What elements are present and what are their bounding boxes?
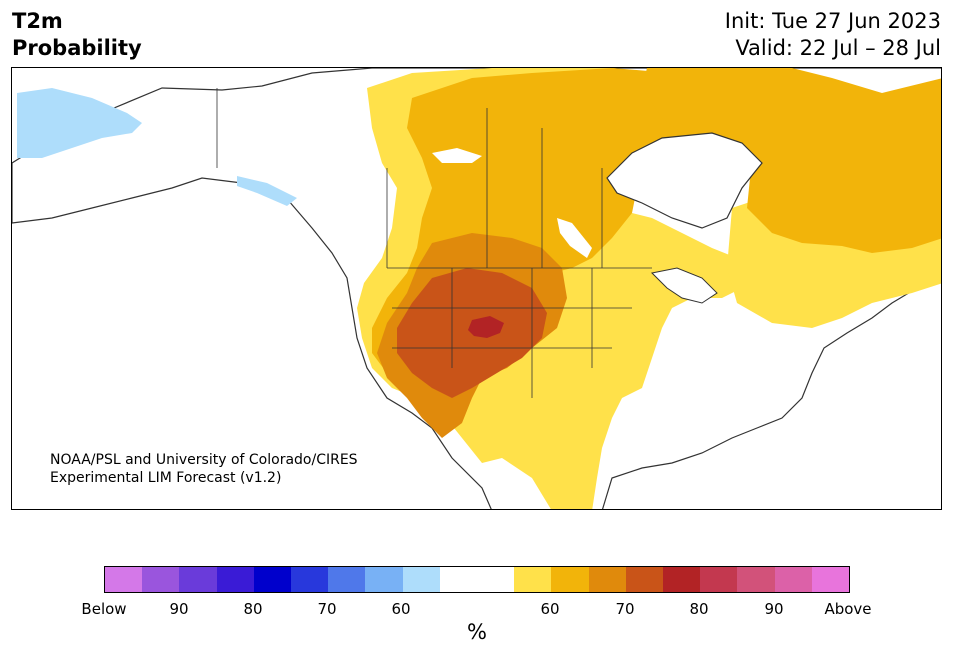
colorbar-cell (588, 567, 626, 592)
probability-map: NOAA/PSL and University of Colorado/CIRE… (11, 67, 942, 510)
near-normal-patch-2 (432, 148, 482, 163)
colorbar-cell (514, 567, 552, 592)
colorbar-cell (439, 567, 478, 592)
colorbar-cell (328, 567, 366, 592)
init-date: Init: Tue 27 Jun 2023 (724, 9, 941, 33)
colorbar-tick-label: 70 (615, 600, 635, 618)
colorbar-cell (216, 567, 254, 592)
colorbar-tick-label: 90 (764, 600, 784, 618)
hudson-bay (606, 132, 763, 229)
colorbar-tick-label: 90 (169, 600, 189, 618)
chart-title: T2m Probability (12, 8, 142, 62)
great-lakes (650, 267, 718, 304)
above-80-region (468, 316, 504, 338)
colorbar-cell (700, 567, 738, 592)
colorbar-cell (737, 567, 775, 592)
colorbar-cell (774, 567, 812, 592)
colorbar-cell (253, 567, 292, 592)
colorbar-cell (291, 567, 329, 592)
colorbar-tick-label: 60 (391, 600, 411, 618)
colorbar (104, 566, 850, 593)
colorbar-unit: % (467, 620, 487, 644)
above-65-east-canada (747, 88, 941, 253)
colorbar-cell (811, 567, 850, 592)
colorbar-cell (402, 567, 440, 592)
colorbar-tick-label: Above (824, 600, 872, 618)
colorbar-cell (477, 567, 515, 592)
near-normal-patch (557, 218, 592, 258)
colorbar-cell (105, 567, 143, 592)
colorbar-tick-label: 70 (317, 600, 337, 618)
colorbar-tick-label: 80 (243, 600, 263, 618)
colorbar-tick-label: 60 (540, 600, 560, 618)
colorbar-cell (179, 567, 217, 592)
title-variable: T2m (12, 9, 63, 33)
forecast-dates: Init: Tue 27 Jun 2023 Valid: 22 Jul – 28… (725, 8, 941, 62)
map-credit-line2: Experimental LIM Forecast (v1.2) (50, 470, 281, 486)
colorbar-tick-label: 80 (689, 600, 709, 618)
colorbar-cell (142, 567, 180, 592)
colorbar-cell (365, 567, 403, 592)
map-credit-line1: NOAA/PSL and University of Colorado/CIRE… (50, 452, 358, 468)
colorbar-cell (663, 567, 701, 592)
colorbar-cell (551, 567, 589, 592)
colorbar-tick-label: Below (81, 600, 127, 618)
map-canvas: NOAA/PSL and University of Colorado/CIRE… (12, 68, 941, 509)
below-region-alaska-south (237, 176, 297, 206)
title-metric: Probability (12, 36, 142, 60)
below-region-alaska-north (17, 88, 142, 158)
valid-range: Valid: 22 Jul – 28 Jul (735, 36, 941, 60)
colorbar-cell (625, 567, 664, 592)
political-borders (216, 88, 652, 398)
